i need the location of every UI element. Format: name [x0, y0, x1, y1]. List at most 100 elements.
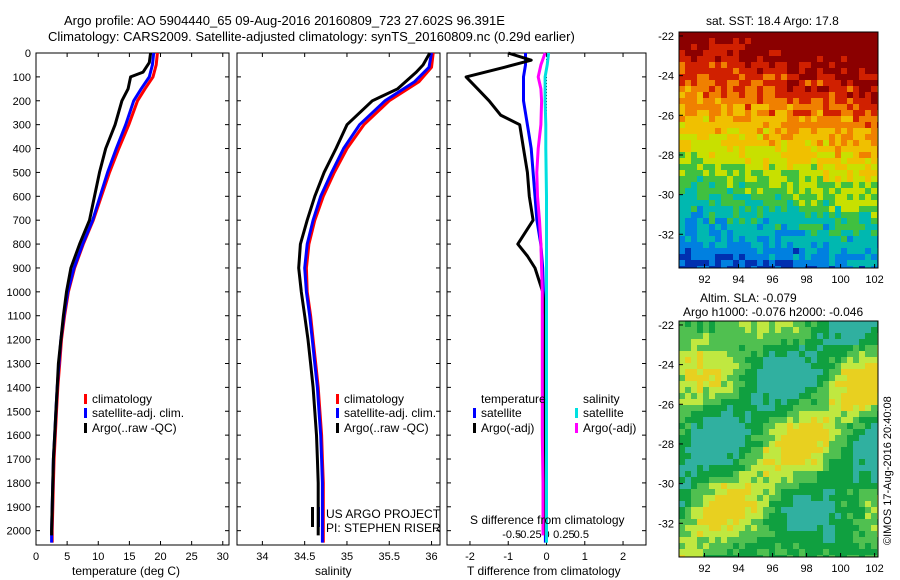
- map-cell: [775, 363, 781, 369]
- map-cell: [739, 531, 745, 537]
- map-cell: [781, 519, 787, 525]
- map-cell: [835, 549, 841, 555]
- map-cell: [781, 92, 787, 98]
- map-cell: [811, 369, 817, 375]
- map-cell: [793, 146, 799, 152]
- map-cell: [865, 206, 871, 212]
- map-cell: [745, 38, 751, 44]
- map-cell: [763, 465, 769, 471]
- map-cell: [829, 62, 835, 68]
- map-cell: [769, 519, 775, 525]
- map-cell: [691, 321, 697, 327]
- map-cell: [847, 447, 853, 453]
- map-cell: [805, 447, 811, 453]
- map-cell: [721, 62, 727, 68]
- map-cell: [859, 477, 865, 483]
- map-cell: [769, 453, 775, 459]
- map-cell: [853, 146, 859, 152]
- map-cell: [721, 170, 727, 176]
- map-cell: [811, 230, 817, 236]
- map-cell: [733, 423, 739, 429]
- map-cell: [781, 423, 787, 429]
- map-cell: [823, 435, 829, 441]
- map-cell: [733, 224, 739, 230]
- map-cell: [799, 50, 805, 56]
- map-cell: [793, 236, 799, 242]
- map-cell: [727, 62, 733, 68]
- map-cell: [817, 447, 823, 453]
- map-cell: [865, 74, 871, 80]
- map-cell: [751, 543, 757, 549]
- map-cell: [817, 471, 823, 477]
- map-cell: [859, 519, 865, 525]
- map-cell: [787, 471, 793, 477]
- map-cell: [763, 423, 769, 429]
- map-cell: [817, 435, 823, 441]
- map-cell: [865, 543, 871, 549]
- map-cell: [835, 327, 841, 333]
- map-cell: [715, 80, 721, 86]
- map-cell: [805, 230, 811, 236]
- map-cell: [709, 62, 715, 68]
- map-cell: [829, 110, 835, 116]
- map-cell: [811, 351, 817, 357]
- map-cell: [799, 489, 805, 495]
- map-cell: [751, 507, 757, 513]
- map-cell: [823, 393, 829, 399]
- map-cell: [799, 429, 805, 435]
- map-cell: [853, 44, 859, 50]
- map-cell: [859, 116, 865, 122]
- map-cell: [697, 98, 703, 104]
- map-cell: [871, 170, 877, 176]
- map-cell: [811, 212, 817, 218]
- map-cell: [793, 212, 799, 218]
- map-cell: [715, 266, 721, 268]
- map-cell: [781, 248, 787, 254]
- map-cell: [865, 56, 871, 62]
- map-cell: [853, 110, 859, 116]
- map-cell: [859, 50, 865, 56]
- map-cell: [775, 489, 781, 495]
- map-cell: [679, 248, 685, 254]
- map-cell: [835, 116, 841, 122]
- map-cell: [799, 525, 805, 531]
- map-cell: [709, 44, 715, 50]
- map-cell: [763, 146, 769, 152]
- map-cell: [787, 176, 793, 182]
- map-cell: [847, 32, 853, 38]
- map-cell: [751, 236, 757, 242]
- map-cell: [817, 182, 823, 188]
- map-cell: [709, 158, 715, 164]
- map-cell: [799, 411, 805, 417]
- map-cell: [835, 218, 841, 224]
- map-cell: [775, 357, 781, 363]
- map-cell: [763, 110, 769, 116]
- map-cell: [847, 387, 853, 393]
- map-cell: [697, 381, 703, 387]
- map-cell: [793, 134, 799, 140]
- map-cell: [733, 248, 739, 254]
- map-cell: [805, 68, 811, 74]
- map-cell: [859, 345, 865, 351]
- map-cell: [841, 555, 847, 557]
- map-cell: [853, 501, 859, 507]
- map-cell: [841, 122, 847, 128]
- map-cell: [697, 513, 703, 519]
- map-cell: [799, 152, 805, 158]
- map-cell: [841, 236, 847, 242]
- map-cell: [703, 453, 709, 459]
- map-cell: [733, 501, 739, 507]
- x-tick-label: 15: [123, 551, 135, 563]
- map-cell: [835, 531, 841, 537]
- map-cell: [679, 62, 685, 68]
- map-cell: [871, 260, 877, 266]
- map-cell: [727, 236, 733, 242]
- map-cell: [835, 242, 841, 248]
- map-cell: [781, 321, 787, 327]
- map-cell: [817, 32, 823, 38]
- map-cell: [721, 104, 727, 110]
- map-cell: [793, 369, 799, 375]
- map-cell: [847, 483, 853, 489]
- map-cell: [751, 164, 757, 170]
- map-cell: [835, 447, 841, 453]
